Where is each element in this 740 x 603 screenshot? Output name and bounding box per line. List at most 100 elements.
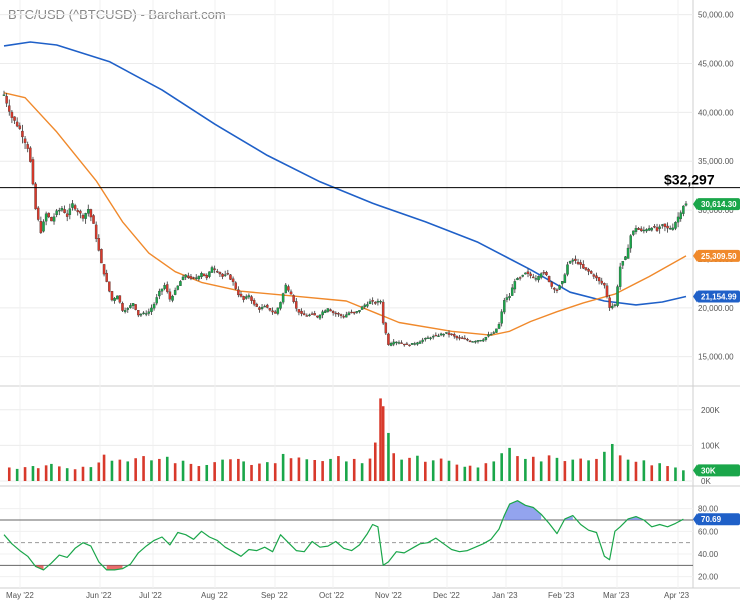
- candle-body: [384, 322, 388, 334]
- candle-body: [271, 310, 274, 313]
- candle-body: [489, 334, 493, 336]
- candle-body: [21, 130, 24, 138]
- candle-body: [268, 308, 272, 311]
- candle-body: [458, 337, 461, 339]
- candle-body: [676, 216, 680, 223]
- volume-bar: [57, 466, 61, 481]
- moving-average-orange: [3, 92, 687, 336]
- candle-body: [229, 274, 232, 280]
- volume-bar: [642, 460, 646, 481]
- candle-body: [42, 221, 45, 232]
- volume-bar: [626, 459, 630, 481]
- rsi-tick-label: 20.00: [698, 573, 719, 582]
- candle-body: [210, 267, 214, 273]
- candle-body: [463, 337, 467, 340]
- price-badge: 30,614.30: [701, 200, 737, 209]
- candle-body: [381, 301, 385, 324]
- candle-body: [200, 273, 203, 278]
- volume-bar: [373, 442, 377, 481]
- candle-body: [545, 272, 548, 276]
- volume-tick-label: 100K: [701, 441, 720, 450]
- plot-layer: [0, 41, 740, 571]
- candle-body: [168, 291, 172, 300]
- candle-body: [221, 273, 224, 277]
- candle-body: [481, 339, 485, 342]
- candle-body: [184, 274, 187, 278]
- volume-bar: [360, 463, 364, 481]
- volume-bar: [463, 466, 467, 481]
- candle-body: [263, 305, 266, 308]
- candle-body: [115, 295, 119, 300]
- volume-badge-pointer: [693, 464, 697, 477]
- volume-bar: [142, 456, 145, 481]
- candle-body: [532, 276, 535, 279]
- candle-body: [100, 249, 103, 264]
- candle-body: [563, 274, 567, 283]
- candle-body: [76, 210, 79, 213]
- candle-body: [395, 341, 398, 344]
- candle-body: [437, 335, 440, 337]
- candle-body: [205, 275, 209, 279]
- x-tick-label: Jul '22: [139, 591, 162, 600]
- candle-body: [421, 339, 424, 342]
- candle-body: [468, 340, 472, 343]
- candle-body: [34, 183, 37, 210]
- candle-body: [289, 291, 293, 295]
- candle-body: [524, 272, 527, 275]
- volume-bar: [213, 462, 216, 481]
- reference-line-label: $32,297: [664, 172, 715, 188]
- candle-body: [645, 229, 648, 232]
- rsi-overbought-fill: [628, 516, 644, 520]
- candle-body: [123, 310, 127, 313]
- price-badge-pointer: [693, 249, 697, 262]
- volume-bar: [379, 398, 382, 481]
- candle-body: [218, 272, 222, 275]
- volume-bar: [408, 457, 411, 481]
- price-tick-label: 30,000.00: [698, 206, 734, 215]
- x-tick-label: Aug '22: [201, 591, 228, 600]
- candle-body: [142, 312, 145, 315]
- candle-body: [44, 213, 48, 222]
- candle-body: [281, 293, 285, 303]
- candle-body: [237, 289, 240, 296]
- candle-body: [68, 208, 72, 215]
- candle-body: [126, 308, 130, 310]
- candle-body: [568, 261, 572, 264]
- volume-bar: [118, 459, 122, 481]
- candle-body: [539, 273, 543, 278]
- candle-body: [547, 275, 551, 282]
- candle-body: [618, 266, 622, 287]
- candle-body: [439, 333, 443, 336]
- candle-body: [55, 210, 58, 216]
- candle-body: [613, 304, 617, 306]
- candle-body: [331, 311, 335, 314]
- volume-bar: [36, 468, 40, 481]
- candle-body: [308, 314, 311, 317]
- candle-body: [682, 205, 685, 214]
- candle-body: [666, 225, 669, 229]
- volume-bar: [250, 464, 253, 481]
- candle-body: [537, 276, 540, 281]
- candle-body: [26, 144, 29, 149]
- volume-bar: [476, 467, 480, 481]
- candle-body: [642, 229, 646, 232]
- candle-body: [208, 271, 211, 277]
- candle-body: [474, 340, 477, 343]
- candle-body: [450, 333, 453, 336]
- candle-body: [674, 222, 677, 229]
- candle-body: [160, 288, 164, 292]
- candle-body: [558, 285, 561, 290]
- volume-bar: [181, 460, 185, 481]
- candle-body: [295, 301, 298, 309]
- candle-body: [137, 310, 140, 316]
- candle-body: [60, 208, 64, 211]
- volume-bar: [89, 467, 93, 481]
- rsi-tick-label: 80.00: [698, 505, 719, 514]
- candle-body: [5, 96, 8, 104]
- candle-body: [313, 313, 316, 316]
- candle-body: [466, 339, 469, 341]
- volume-bar: [15, 468, 19, 481]
- volume-badge-bg: [697, 464, 740, 477]
- candle-body: [587, 269, 590, 272]
- candle-body: [110, 291, 114, 301]
